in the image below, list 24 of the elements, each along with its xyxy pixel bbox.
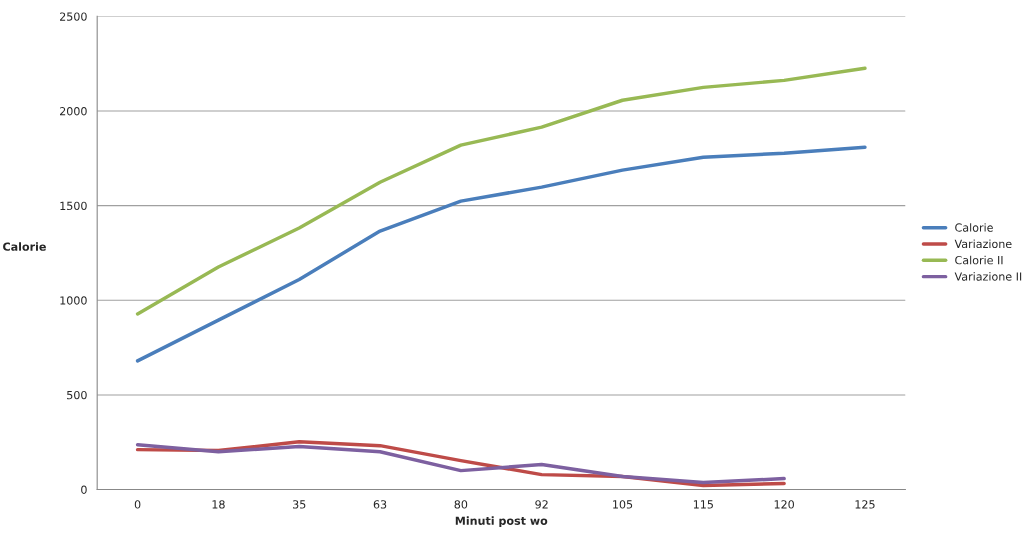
- legend-label: Variazione: [954, 239, 1012, 249]
- y-tick-label: 1500: [60, 201, 87, 211]
- y-tick-label: 2000: [60, 107, 87, 116]
- y-tick-label: 1000: [60, 296, 87, 305]
- x-tick-label: 18: [212, 500, 225, 509]
- y-tick-label: 0: [81, 485, 87, 494]
- x-tick-label: 35: [293, 500, 306, 509]
- x-tick-label: 125: [855, 500, 875, 509]
- legend-label: Calorie: [955, 223, 993, 232]
- x-tick-label: 92: [535, 500, 548, 509]
- y-tick-label: 500: [67, 390, 87, 400]
- x-tick-label: 105: [613, 500, 633, 509]
- x-tick-label: 63: [373, 500, 387, 509]
- legend-label: Calorie II: [955, 255, 1003, 265]
- line-series: [135, 145, 867, 363]
- x-tick-label: 115: [693, 500, 713, 509]
- line-series: [135, 66, 867, 316]
- x-axis-title: Minuti post wo: [455, 516, 548, 528]
- x-tick-label: 80: [454, 500, 468, 509]
- y-axis-title: Calorie: [3, 242, 46, 251]
- x-tick-label: 0: [134, 500, 141, 509]
- x-tick-label: 120: [774, 500, 794, 509]
- y-tick-label: 2500: [60, 12, 87, 21]
- legend-label: Variazione II: [954, 272, 1022, 281]
